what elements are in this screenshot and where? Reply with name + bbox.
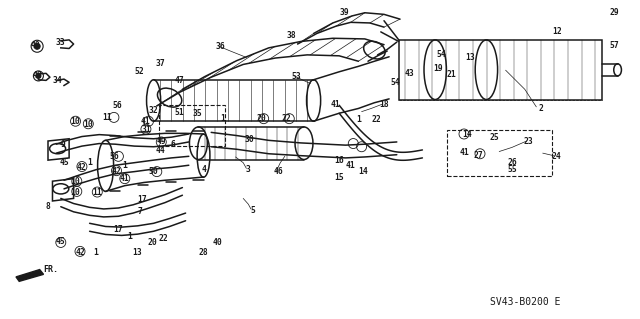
Text: 39: 39: [339, 8, 349, 17]
Text: 50: 50: [148, 167, 159, 176]
Text: 3: 3: [246, 165, 251, 174]
Text: 13: 13: [132, 248, 143, 257]
Text: 29: 29: [609, 8, 620, 17]
Text: 57: 57: [609, 41, 620, 50]
Text: 9: 9: [60, 140, 65, 149]
Text: 1: 1: [93, 248, 99, 256]
Text: 54: 54: [390, 78, 400, 87]
Text: 14: 14: [358, 167, 369, 176]
Text: 15: 15: [334, 173, 344, 182]
Text: 11: 11: [102, 113, 113, 122]
Text: 46: 46: [273, 167, 284, 176]
Text: 26: 26: [507, 158, 517, 167]
Text: SV43-B0200 E: SV43-B0200 E: [490, 297, 560, 307]
Text: 11: 11: [92, 189, 102, 197]
Text: 36: 36: [216, 42, 226, 51]
Text: 48: 48: [30, 41, 40, 50]
Text: 5: 5: [250, 206, 255, 215]
Text: 6: 6: [170, 140, 175, 149]
Text: 22: 22: [158, 234, 168, 243]
Text: 38: 38: [286, 31, 296, 40]
Text: 41: 41: [330, 100, 340, 109]
Text: 52: 52: [134, 67, 145, 76]
Text: 2: 2: [538, 104, 543, 113]
Text: 41: 41: [141, 117, 151, 126]
Text: 49: 49: [156, 137, 166, 146]
Text: 35: 35: [192, 109, 202, 118]
Text: 30: 30: [244, 135, 255, 144]
Text: 13: 13: [465, 53, 476, 62]
Text: 40: 40: [212, 238, 223, 247]
Text: 23: 23: [524, 137, 534, 146]
Text: 32: 32: [148, 106, 159, 115]
Text: 4: 4: [201, 165, 206, 174]
Text: 34: 34: [52, 76, 63, 85]
Bar: [399, 40, 602, 100]
Text: 47: 47: [174, 76, 184, 85]
Text: 10: 10: [70, 188, 81, 197]
Text: 16: 16: [334, 156, 344, 165]
Text: 41: 41: [346, 161, 356, 170]
Text: 43: 43: [404, 69, 415, 78]
Circle shape: [33, 71, 44, 81]
Text: 1: 1: [356, 115, 361, 124]
Text: 25: 25: [489, 133, 499, 142]
Text: 10: 10: [70, 117, 81, 126]
Text: 19: 19: [433, 64, 444, 73]
Text: 37: 37: [155, 59, 165, 68]
Text: 42: 42: [75, 248, 85, 256]
Text: 1: 1: [220, 114, 225, 123]
Text: 20: 20: [147, 238, 157, 247]
Text: 54: 54: [436, 50, 447, 59]
Text: 51: 51: [174, 108, 184, 117]
Text: 53: 53: [291, 72, 301, 81]
Text: 31: 31: [141, 125, 151, 134]
Text: 41: 41: [460, 148, 470, 157]
Text: 14: 14: [462, 130, 472, 139]
Text: 55: 55: [507, 165, 517, 174]
Text: 10: 10: [83, 120, 93, 129]
Text: 17: 17: [137, 195, 147, 204]
Circle shape: [31, 40, 43, 52]
Circle shape: [34, 43, 40, 49]
Text: 48: 48: [32, 71, 42, 80]
Text: 33: 33: [56, 38, 66, 47]
Text: 1: 1: [87, 158, 92, 167]
Text: 18: 18: [379, 100, 389, 109]
Bar: [159, 105, 225, 146]
Text: 10: 10: [70, 177, 81, 186]
Text: 56: 56: [109, 152, 119, 161]
Text: 8: 8: [45, 202, 51, 211]
Text: 1: 1: [122, 161, 127, 170]
Text: 22: 22: [371, 115, 381, 124]
Text: 27: 27: [474, 151, 484, 160]
Polygon shape: [16, 270, 44, 281]
Text: 28: 28: [198, 248, 209, 257]
Text: 21: 21: [446, 70, 456, 78]
Text: 56: 56: [113, 101, 123, 110]
Text: 7: 7: [137, 207, 142, 216]
Text: 17: 17: [113, 225, 124, 234]
Text: 22: 22: [282, 114, 292, 123]
Text: 42: 42: [77, 163, 87, 172]
Text: 42: 42: [111, 167, 122, 176]
Text: 1: 1: [127, 232, 132, 241]
Text: 20: 20: [256, 114, 266, 123]
Text: FR.: FR.: [44, 265, 58, 274]
Text: 45: 45: [59, 158, 69, 167]
Text: 24: 24: [552, 152, 562, 161]
Text: 12: 12: [552, 27, 562, 36]
Text: 44: 44: [155, 146, 165, 155]
Bar: [447, 130, 552, 176]
Text: 41: 41: [120, 174, 130, 183]
Text: 45: 45: [56, 237, 66, 246]
Circle shape: [36, 73, 41, 78]
